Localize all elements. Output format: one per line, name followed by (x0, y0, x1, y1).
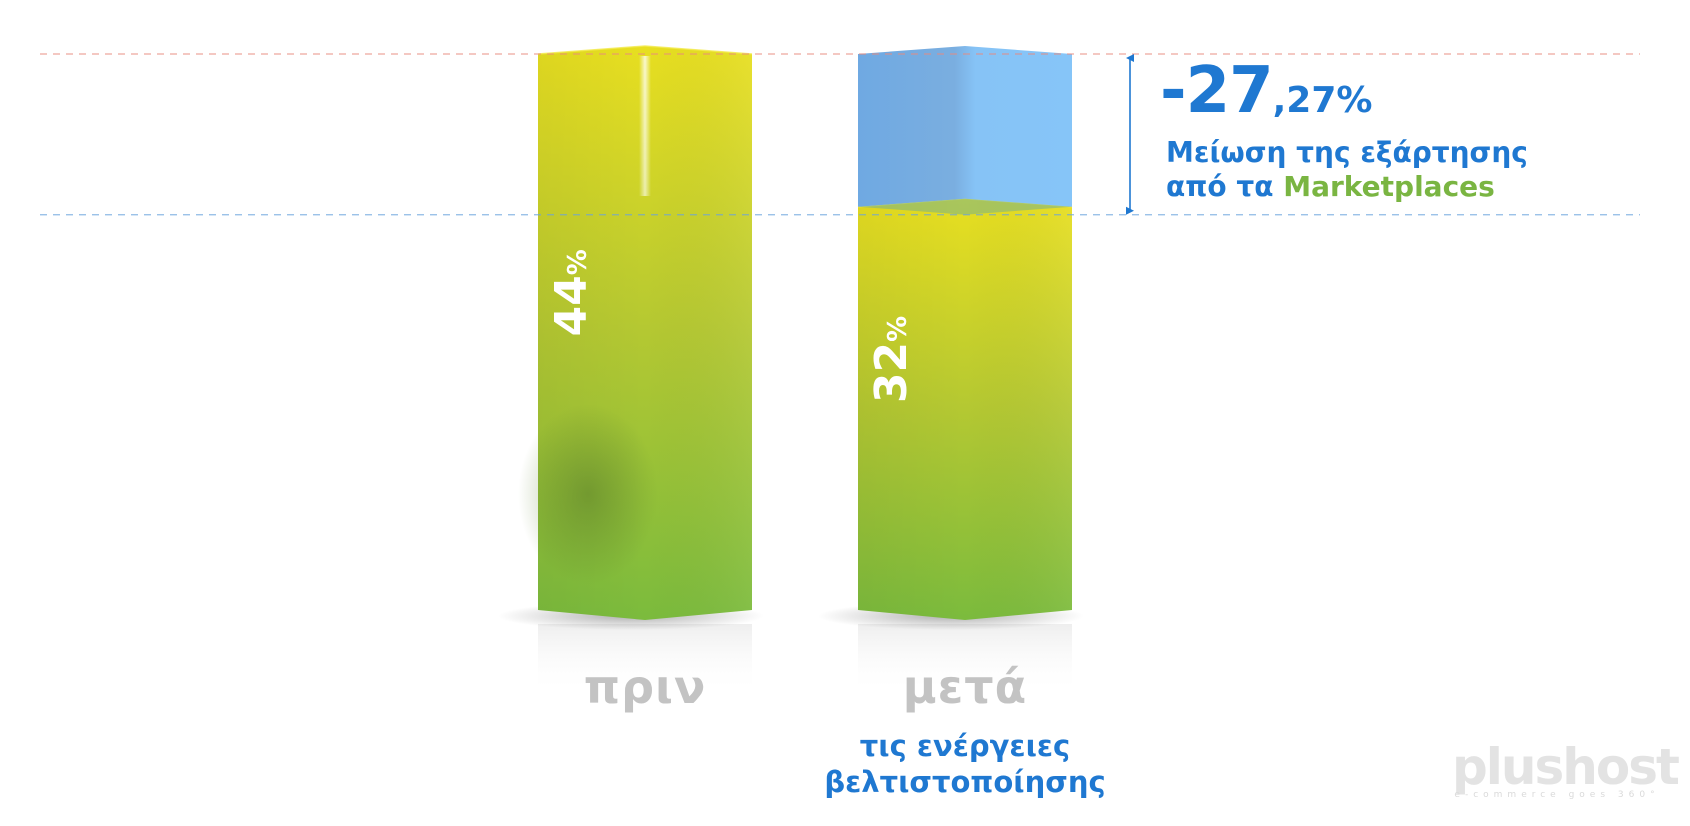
logo-wordmark: plushost (1452, 738, 1680, 796)
marketplaces-highlight: Marketplaces (1283, 170, 1495, 203)
change-description: Μείωση της εξάρτησης από τα Marketplaces (1166, 136, 1528, 204)
value-label-suffix-1: % (883, 316, 913, 342)
bar-reflection-1 (858, 624, 1072, 694)
logo-tagline: e-commerce goes 360° (1454, 790, 1660, 800)
bar-face-shading-1 (858, 198, 1072, 620)
change-value: -27,27% (1160, 54, 1372, 128)
svg-text:32%: 32% (866, 316, 917, 403)
bar-shine-0 (639, 56, 651, 196)
bar-top-edge-0 (537, 45, 753, 55)
reduction-segment-base (858, 198, 1072, 215)
change-description-line-2: από τα Marketplaces (1166, 170, 1528, 204)
grid-lines (60, 99, 1630, 633)
change-description-prefix: από τα (1166, 170, 1284, 203)
svg-text:44%: 44% (546, 249, 597, 336)
value-label-number-0: 44 (546, 275, 597, 336)
change-decimal: ,27% (1272, 80, 1373, 121)
value-label-number-1: 32 (866, 342, 917, 403)
category-subtitle-after: τις ενέργειες βελτιστοποίησης (745, 728, 1185, 800)
annotation-overlay (40, 53, 1640, 216)
bars: 44%32% (498, 45, 1084, 694)
bar-shade-spot-0 (518, 404, 658, 584)
plushost-logo: plushost e-commerce goes 360° (1452, 738, 1680, 800)
value-label-0: 44% (546, 249, 597, 336)
category-subtitle-line-2: βελτιστοποίησης (824, 765, 1106, 799)
reduction-segment (858, 46, 1072, 207)
category-subtitle-line-1: τις ενέργειες (859, 729, 1071, 763)
value-label-suffix-0: % (563, 249, 593, 275)
category-label-before: πριν (583, 660, 707, 714)
value-label-1: 32% (866, 316, 917, 403)
category-label-after: μετά (902, 660, 1028, 714)
change-integer: -27 (1160, 54, 1274, 128)
change-description-line-1: Μείωση της εξάρτησης (1166, 136, 1528, 169)
bar-reflection-0 (538, 624, 752, 694)
